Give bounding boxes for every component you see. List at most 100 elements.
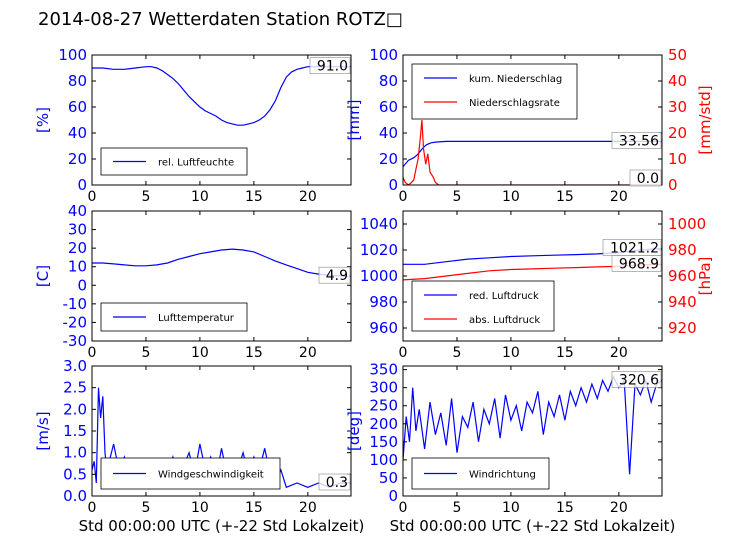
x-tick-label: 0 (399, 500, 408, 516)
y-tick-label: 40 (68, 202, 87, 220)
x-axis-label: Std 00:00:00 UTC (+-22 Std Lokalzeit) (79, 517, 365, 535)
y-tick-label: 300 (369, 379, 398, 397)
last-value-label: 320.6 (619, 372, 659, 388)
y-tick-label: 100 (369, 451, 398, 469)
y2-tick-label: 50 (668, 46, 687, 64)
x-tick-label: 15 (245, 500, 263, 516)
legend-box-precipitation (411, 63, 578, 120)
x-tick-label: 20 (299, 345, 317, 361)
x-tick-label: 0 (399, 189, 408, 205)
y-tick-label: 1020 (360, 241, 398, 259)
legend-label: Windrichtung (469, 470, 536, 481)
y2-tick-label: 10 (668, 150, 687, 168)
x-tick-label: 10 (191, 345, 209, 361)
y-tick-label: 60 (68, 98, 87, 116)
x-tick-label: 15 (245, 189, 263, 205)
figure-title: 2014-08-27 Wetterdaten Station ROTZ□ (38, 9, 403, 30)
y-tick-label: 960 (369, 319, 398, 337)
series-line-precipitation-0 (403, 140, 662, 168)
last-value-label: 1021.2 (610, 240, 659, 256)
y-tick-label: 40 (379, 124, 398, 142)
x-tick-label: 10 (191, 500, 209, 516)
last-value-label: 4.9 (326, 268, 348, 284)
y-tick-label: 100 (58, 46, 87, 64)
y-tick-label: 10 (68, 258, 87, 276)
y-tick-label: 0 (77, 276, 87, 294)
y-tick-label: 350 (369, 361, 398, 379)
last-value-box (611, 132, 662, 149)
x-tick-label: 15 (556, 345, 574, 361)
last-value-label: 968.9 (619, 256, 659, 272)
y-tick-label: 20 (68, 150, 87, 168)
y-tick-label: 0.5 (63, 465, 87, 483)
y-tick-label: 1000 (360, 267, 398, 285)
y-tick-label: 0 (388, 176, 398, 194)
y-tick-label: 150 (369, 433, 398, 451)
last-value-box (611, 255, 662, 272)
x-tick-label: 10 (502, 345, 520, 361)
y-tick-label: 0 (388, 487, 398, 505)
x-tick-label: 5 (141, 500, 150, 516)
y-tick-label: 80 (68, 72, 87, 90)
plot-frame-temperature (91, 210, 352, 342)
y-axis-label: [mm] (345, 100, 363, 141)
y-tick-label: -30 (63, 332, 88, 350)
x-tick-label: 20 (610, 500, 628, 516)
last-value-box (611, 371, 662, 388)
legend-label: kum. Niederschlag (469, 74, 562, 85)
x-tick-label: 10 (502, 189, 520, 205)
x-tick-label: 20 (299, 189, 317, 205)
x-tick-label: 5 (141, 345, 150, 361)
series-line-precipitation-1 (403, 119, 662, 185)
x-tick-label: 5 (452, 500, 461, 516)
y2-tick-label: 30 (668, 98, 687, 116)
x-tick-label: 10 (502, 500, 520, 516)
legend-label: Lufttemperatur (158, 313, 235, 324)
y-tick-label: 100 (369, 46, 398, 64)
y-tick-label: 40 (68, 124, 87, 142)
x-axis-label: Std 00:00:00 UTC (+-22 Std Lokalzeit) (390, 517, 676, 535)
legend-label: abs. Luftdruck (469, 315, 540, 326)
x-tick-label: 10 (191, 189, 209, 205)
x-tick-label: 15 (556, 189, 574, 205)
last-value-box (318, 266, 351, 284)
y-tick-label: 20 (68, 239, 87, 257)
y2-tick-label: 40 (668, 72, 687, 90)
x-tick-label: 0 (88, 345, 97, 361)
legend-label: rel. Luftfeuchte (158, 158, 234, 169)
plot-frame-wind_direction (402, 365, 663, 497)
plot-frame-precipitation (402, 54, 663, 186)
plot-frame-humidity (91, 54, 352, 186)
y-tick-label: -20 (63, 313, 88, 331)
y-axis-label: [m/s] (34, 411, 52, 450)
x-tick-label: 20 (610, 189, 628, 205)
y-tick-label: 30 (68, 221, 87, 239)
y-tick-label: 200 (369, 415, 398, 433)
y-tick-label: 1040 (360, 215, 398, 233)
last-value-box (318, 473, 351, 491)
y-tick-label: 2.0 (63, 400, 87, 418)
y-tick-label: -10 (63, 295, 88, 313)
y-tick-label: 2.5 (63, 379, 87, 397)
y-tick-label: 0 (77, 176, 87, 194)
y2-tick-label: 920 (668, 319, 697, 337)
x-tick-label: 20 (610, 345, 628, 361)
y-tick-label: 1.0 (63, 444, 87, 462)
x-tick-label: 5 (141, 189, 150, 205)
legend-box-pressure (411, 280, 555, 332)
last-value-box (629, 169, 662, 187)
series-line-temperature-0 (92, 248, 351, 277)
y-tick-label: 1.5 (63, 422, 87, 440)
y2-tick-label: 20 (668, 124, 687, 142)
x-tick-label: 15 (556, 500, 574, 516)
y-tick-label: 980 (369, 293, 398, 311)
x-tick-label: 0 (88, 500, 97, 516)
y-axis-label: [%] (34, 107, 52, 133)
legend-label: red. Luftdruck (469, 291, 539, 302)
last-value-label: 0.3 (326, 475, 348, 491)
y2-tick-label: 960 (668, 267, 697, 285)
x-tick-label: 20 (299, 500, 317, 516)
y2-axis-label: [hPa] (696, 257, 714, 296)
y-tick-label: 80 (379, 72, 398, 90)
